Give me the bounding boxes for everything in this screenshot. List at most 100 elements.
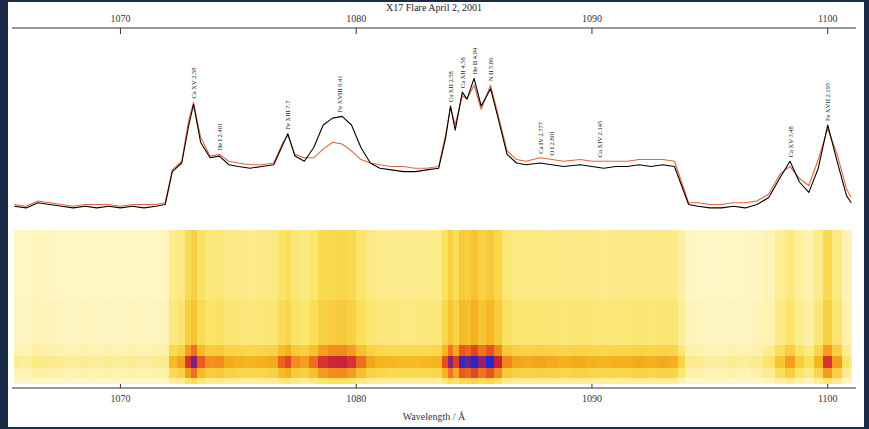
image-column [91,368,103,378]
image-column [645,230,657,300]
image-column [502,230,512,300]
image-column [598,230,610,300]
image-column [185,345,191,356]
line-label: Ca XII 4.58 [459,57,466,88]
image-column [375,230,386,300]
top-axis [12,28,856,29]
image-column [645,345,657,356]
image-column [572,230,587,300]
image-column [433,230,443,300]
image-column [337,368,347,378]
image-column [20,378,32,384]
image-column [205,300,215,345]
image-column [453,230,459,300]
image-column [79,345,91,356]
image-column [763,356,775,368]
image-column [465,230,471,300]
image-column [785,356,795,368]
image-column [669,368,679,378]
image-column [678,300,686,345]
image-column [300,378,310,384]
image-column [409,368,421,378]
image-column [486,378,495,384]
image-column [169,345,178,356]
image-column [546,356,558,368]
border [0,0,869,429]
image-column [657,345,669,356]
image-column [459,378,465,384]
image-column [197,345,206,356]
image-column [244,230,256,300]
image-column [678,378,686,384]
image-column [716,230,728,300]
image-column [775,378,786,384]
image-column [610,378,622,384]
image-column [285,378,291,384]
image-column [751,300,763,345]
tick [120,28,121,34]
image-column [804,300,814,345]
image-column [610,230,622,300]
image-column [657,368,669,378]
image-column [268,230,279,300]
image-column [268,368,279,378]
image-column [285,368,291,378]
image-column [185,300,191,345]
image-column [795,368,805,378]
image-column [685,300,694,345]
image-column [215,368,225,378]
tick-label: 1080 [346,393,366,404]
image-column [558,378,573,384]
image-column [465,300,471,345]
spectrum-line [14,85,851,206]
image-column [598,378,610,384]
image-column [471,345,479,356]
image-column [337,345,347,356]
image-column [633,378,645,384]
image-column [795,300,805,345]
image-column [366,356,376,368]
image-column [356,368,366,378]
image-column [278,356,286,368]
image-column [502,378,512,384]
image-column [126,378,138,384]
image-column [161,230,170,300]
image-column [521,230,533,300]
image-column [185,356,191,368]
image-column [728,345,740,356]
image-column [103,230,115,300]
image-column [459,230,465,300]
tick [827,28,828,34]
image-column [397,230,409,300]
image-column [716,378,728,384]
image-column [56,345,68,356]
image-column [138,345,150,356]
image-column [598,356,610,368]
image-column [278,368,286,378]
image-column [126,300,138,345]
image-column [471,300,479,345]
line-label: He II 4.94 [471,47,478,74]
image-column [32,356,44,368]
image-column [669,300,679,345]
image-column [728,230,740,300]
image-column [328,356,338,368]
image-column [205,356,215,368]
image-column [138,368,150,378]
image-column [32,300,44,345]
image-column [375,356,386,368]
image-column [842,356,850,368]
image-column [386,345,398,356]
image-column [115,300,127,345]
image-column [763,230,775,300]
tick-label: 1100 [818,393,838,404]
image-column [356,300,366,345]
image-column [586,356,598,368]
image-column [337,378,347,384]
image-column [191,356,197,368]
image-column [459,300,465,345]
image-column [775,230,786,300]
image-column [471,230,479,300]
image-column [421,378,433,384]
image-column [546,345,558,356]
